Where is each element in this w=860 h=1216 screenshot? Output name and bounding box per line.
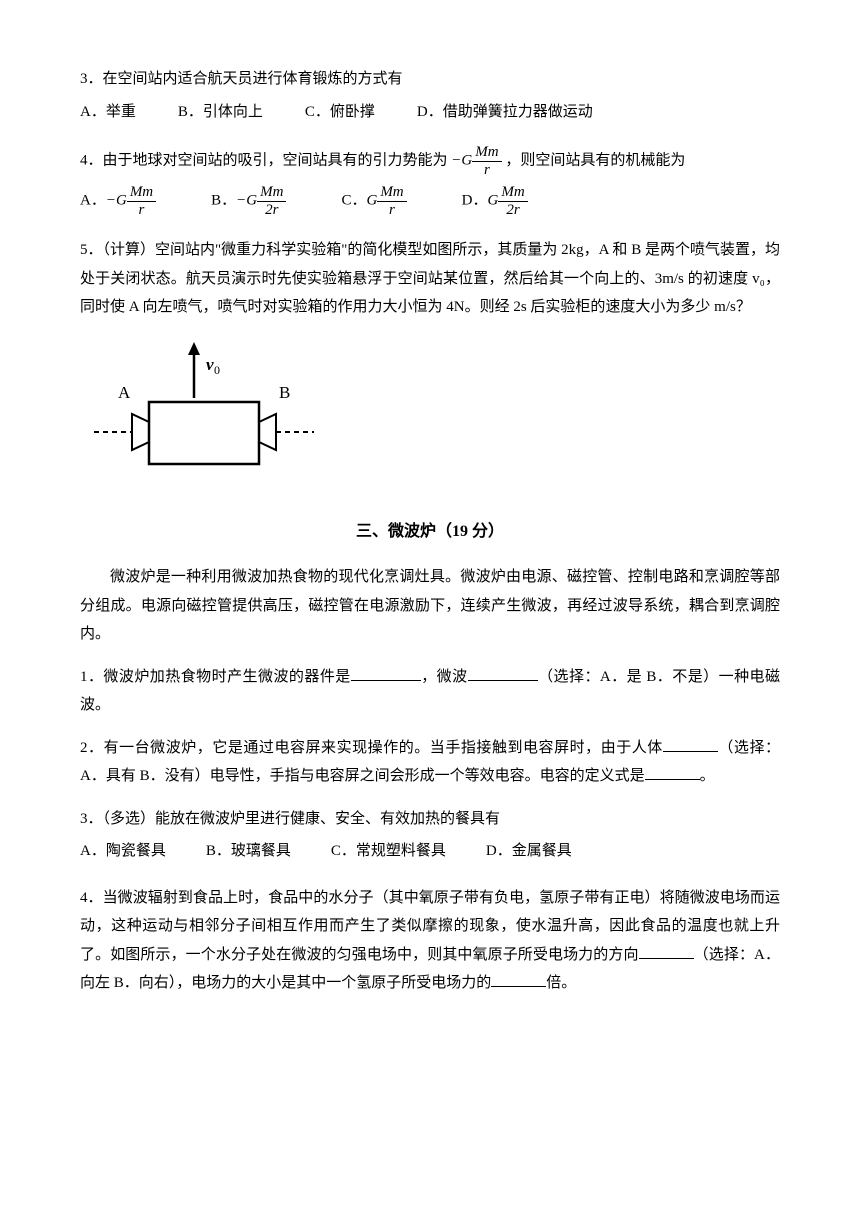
s3-question-4: 4．当微波辐射到食品上时，食品中的水分子（其中氧原子带有负电，氢原子带有正电）将… (80, 884, 780, 998)
s3-question-3: 3．（多选）能放在微波炉里进行健康、安全、有效加热的餐具有 A．陶瓷餐具 B．玻… (80, 805, 780, 866)
q3-opt-c: C．俯卧撑 (305, 98, 375, 127)
q3-opt-b: B．引体向上 (178, 98, 263, 127)
s3-question-1: 1．微波炉加热食物时产生微波的器件是，微波（选择：A．是 B．不是）一种电磁波。 (80, 663, 780, 720)
question-4: 4．由于地球对空间站的吸引，空间站具有的引力势能为 −GMmr ，则空间站具有的… (80, 144, 780, 218)
question-3: 3．在空间站内适合航天员进行体育锻炼的方式有 A．举重 B．引体向上 C．俯卧撑… (80, 65, 780, 126)
q4-opt-d: D．GMm2r (462, 184, 528, 218)
s3q3-opt-d: D．金属餐具 (486, 837, 572, 866)
s3q3-text: 3．（多选）能放在微波炉里进行健康、安全、有效加热的餐具有 (80, 805, 780, 834)
q4-formula-neg: −G (451, 152, 472, 168)
q3-text: 3．在空间站内适合航天员进行体育锻炼的方式有 (80, 65, 780, 94)
v0-label: v (206, 355, 214, 374)
section-3-intro: 微波炉是一种利用微波加热食物的现代化烹调灶具。微波炉由电源、磁控管、控制电路和烹… (80, 563, 780, 649)
blank-4 (645, 764, 700, 781)
q3-opt-d: D．借助弹簧拉力器做运动 (417, 98, 593, 127)
blank-6 (491, 971, 546, 988)
s3q3-opt-c: C．常规塑料餐具 (331, 837, 446, 866)
blank-1 (351, 664, 421, 681)
blank-2 (468, 664, 538, 681)
q4-stem: 4．由于地球对空间站的吸引，空间站具有的引力势能为 −GMmr ，则空间站具有的… (80, 144, 780, 178)
q4-options: A．−GMmr B．−GMm2r C．GMmr D．GMm2r (80, 184, 780, 218)
question-5: 5．（计算）空间站内"微重力科学实验箱"的简化模型如图所示，其质量为 2kg，A… (80, 236, 780, 322)
section-3-title: 三、微波炉（19 分） (80, 517, 780, 547)
q3-options: A．举重 B．引体向上 C．俯卧撑 D．借助弹簧拉力器做运动 (80, 98, 780, 127)
s3q3-options: A．陶瓷餐具 B．玻璃餐具 C．常规塑料餐具 D．金属餐具 (80, 837, 780, 866)
blank-5 (639, 942, 694, 959)
diagram-svg: v 0 A B (94, 340, 314, 485)
s3q3-opt-a: A．陶瓷餐具 (80, 837, 166, 866)
q5-text: 5．（计算）空间站内"微重力科学实验箱"的简化模型如图所示，其质量为 2kg，A… (80, 242, 780, 315)
q4-formula-frac: Mmr (472, 144, 501, 178)
s3-question-2: 2．有一台微波炉，它是通过电容屏来实现操作的。当手指接触到电容屏时，由于人体（选… (80, 734, 780, 791)
label-a: A (118, 383, 131, 402)
q4-opt-b: B．−GMm2r (211, 184, 286, 218)
q5-diagram: v 0 A B (94, 340, 780, 496)
label-b: B (279, 383, 290, 402)
q3-opt-a: A．举重 (80, 98, 136, 127)
q4-opt-a: A．−GMmr (80, 184, 156, 218)
q4-suffix: ，则空间站具有的机械能为 (505, 152, 685, 168)
v0-sub: 0 (214, 363, 220, 377)
q4-prefix: 4．由于地球对空间站的吸引，空间站具有的引力势能为 (80, 152, 448, 168)
s3q3-opt-b: B．玻璃餐具 (206, 837, 291, 866)
blank-3 (663, 735, 718, 752)
q4-opt-c: C．GMmr (341, 184, 406, 218)
